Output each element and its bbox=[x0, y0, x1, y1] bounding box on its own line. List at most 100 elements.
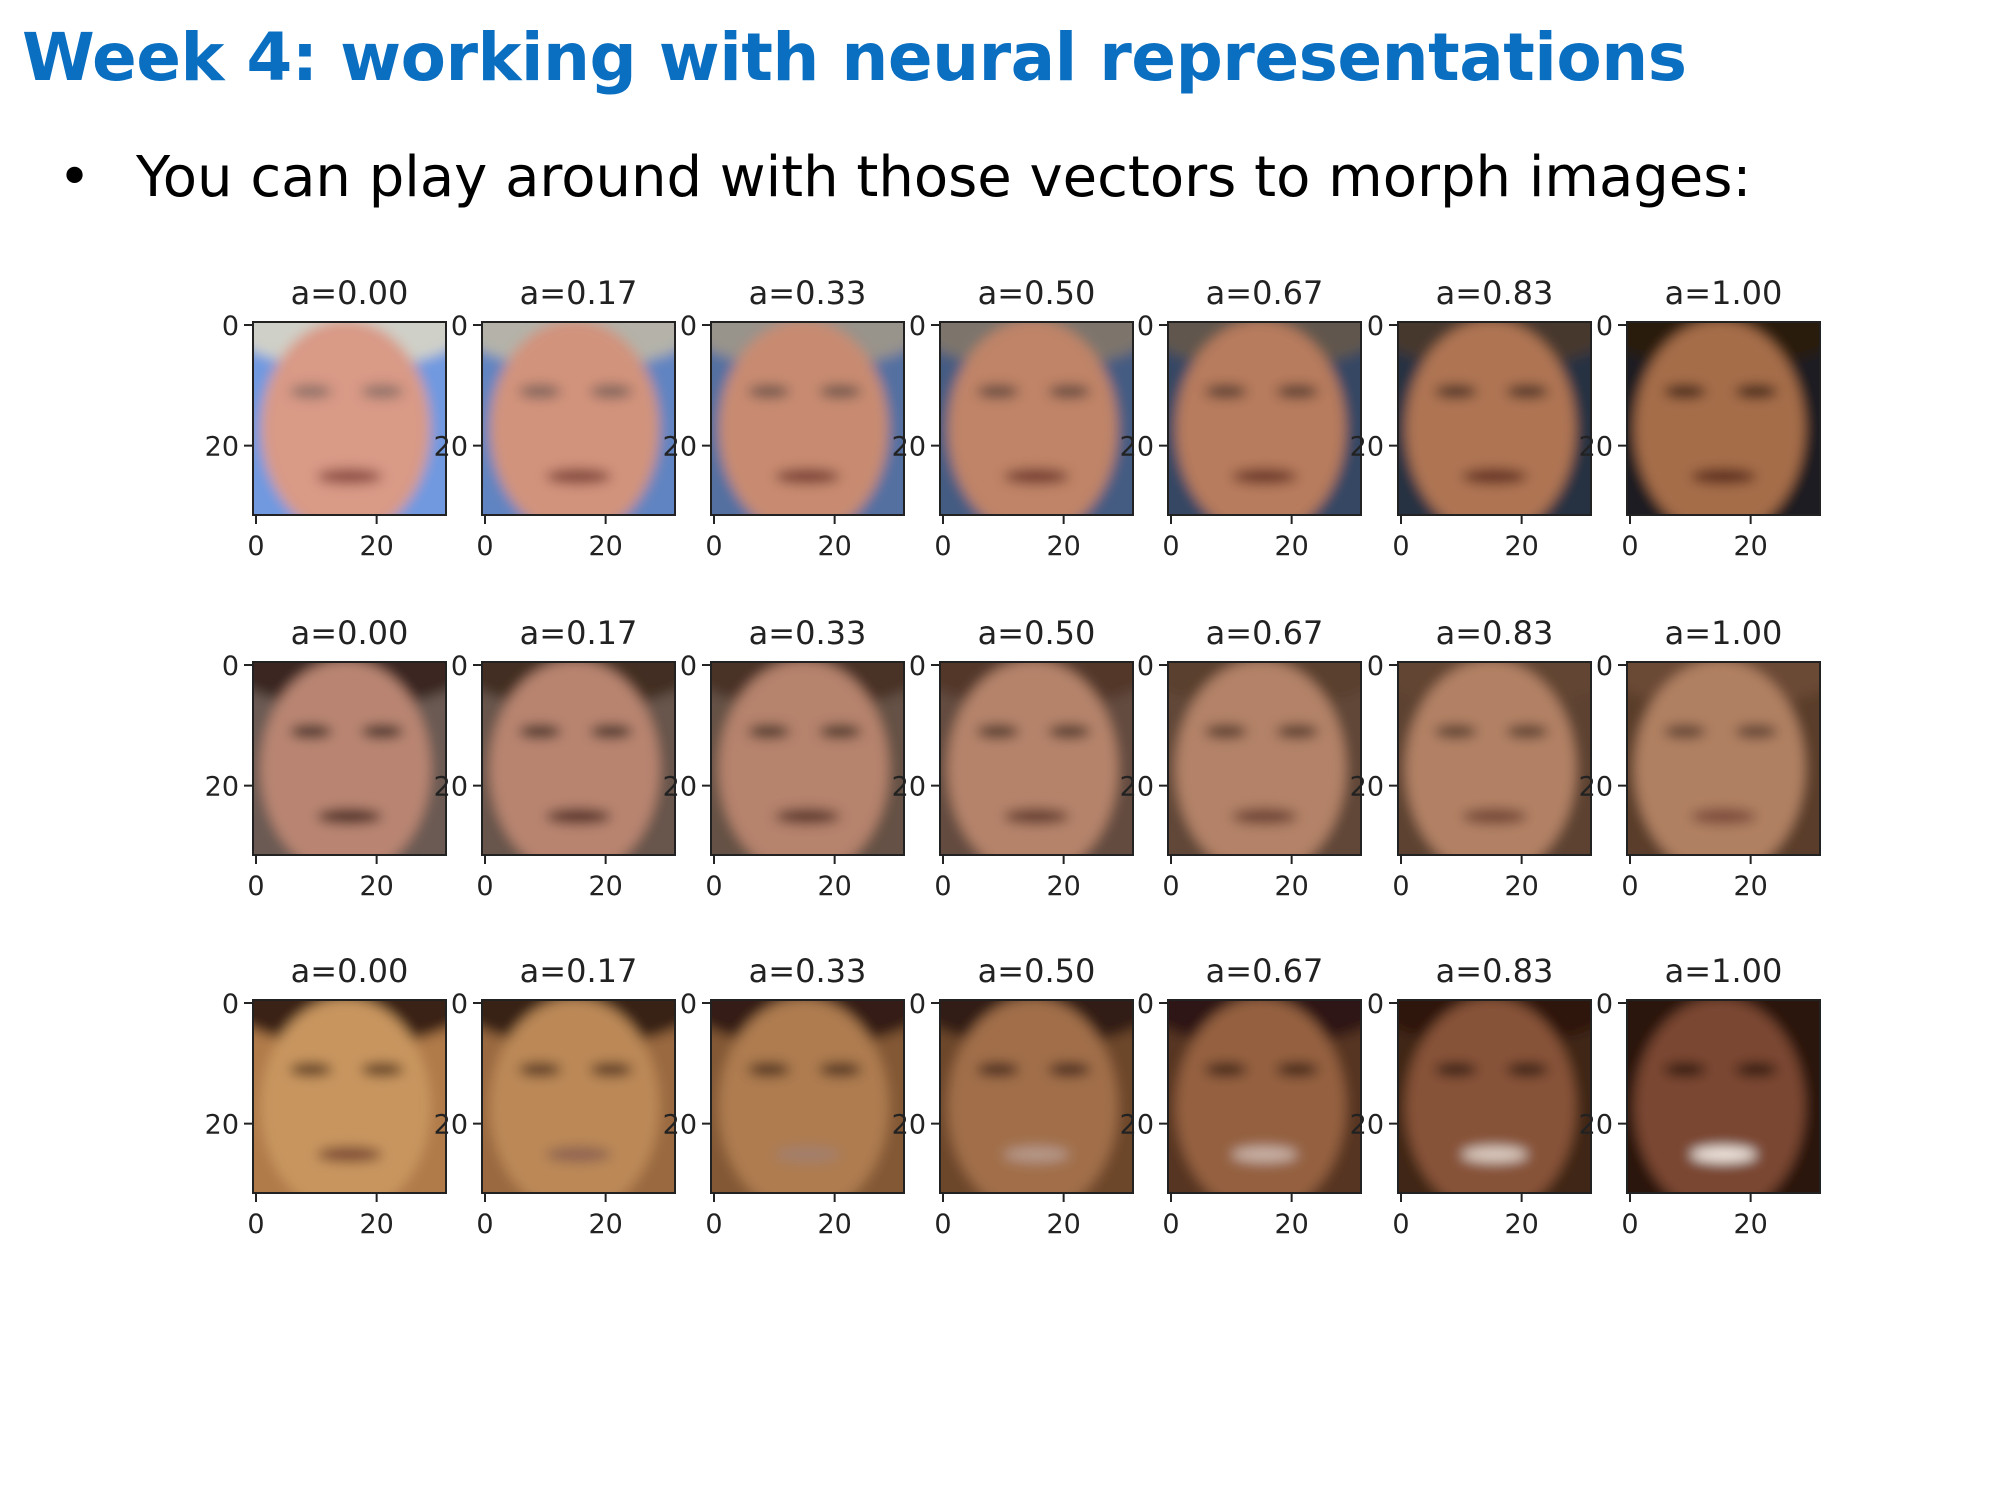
panel-title: a=0.50 bbox=[978, 952, 1096, 990]
bullet-marker: • bbox=[58, 145, 92, 210]
y-tick-label: 0 bbox=[222, 311, 239, 342]
morph-panel: a=0.83 0 20 0 20 bbox=[1350, 274, 1592, 562]
y-tick-label: 0 bbox=[1367, 311, 1384, 342]
axes-frame bbox=[252, 321, 447, 516]
y-tick-label: 20 bbox=[892, 1110, 926, 1141]
y-tick-label: 0 bbox=[680, 989, 697, 1020]
panel-title: a=0.17 bbox=[520, 274, 638, 312]
y-tick-label: 20 bbox=[434, 772, 468, 803]
axes-frame bbox=[1167, 321, 1362, 516]
axes-frame bbox=[1397, 999, 1592, 1194]
panel-title: a=0.00 bbox=[291, 274, 409, 312]
y-tick-label: 0 bbox=[1596, 989, 1613, 1020]
y-tick-label: 0 bbox=[1137, 651, 1154, 682]
axes-frame bbox=[710, 999, 905, 1194]
face-image bbox=[940, 1000, 1133, 1193]
x-tick-label: 0 bbox=[1162, 531, 1179, 562]
panel-title: a=0.00 bbox=[291, 614, 409, 652]
y-tick-label: 0 bbox=[680, 651, 697, 682]
y-tick-label: 20 bbox=[1579, 432, 1613, 463]
y-tick-label: 0 bbox=[1596, 311, 1613, 342]
face-image bbox=[711, 1000, 904, 1193]
morph-panel: a=0.33 0 20 0 20 bbox=[663, 614, 905, 902]
panel-title: a=0.33 bbox=[749, 274, 867, 312]
x-tick-label: 20 bbox=[1504, 871, 1538, 902]
x-tick-label: 20 bbox=[588, 871, 622, 902]
y-tick-label: 0 bbox=[909, 989, 926, 1020]
panel-title: a=0.83 bbox=[1436, 274, 1554, 312]
panel-title: a=1.00 bbox=[1665, 952, 1783, 990]
face-image bbox=[1398, 322, 1591, 515]
face-image bbox=[1168, 322, 1361, 515]
panel-title: a=0.83 bbox=[1436, 952, 1554, 990]
x-tick-label: 0 bbox=[1621, 1209, 1638, 1240]
face-image bbox=[1627, 662, 1820, 855]
y-tick-label: 20 bbox=[892, 772, 926, 803]
face-image bbox=[940, 662, 1133, 855]
panel-title: a=0.67 bbox=[1206, 952, 1324, 990]
axes-frame bbox=[1397, 321, 1592, 516]
panel-title: a=0.17 bbox=[520, 952, 638, 990]
axes-frame bbox=[939, 999, 1134, 1194]
x-tick-label: 0 bbox=[1162, 871, 1179, 902]
x-tick-label: 0 bbox=[476, 1209, 493, 1240]
morph-panel: a=0.00 0 20 0 20 bbox=[205, 952, 447, 1240]
morph-panel: a=0.50 0 20 0 20 bbox=[892, 274, 1134, 562]
x-tick-label: 20 bbox=[817, 531, 851, 562]
panel-title: a=0.00 bbox=[291, 952, 409, 990]
axes-frame bbox=[252, 999, 447, 1194]
y-tick-label: 20 bbox=[1120, 1110, 1154, 1141]
axes-frame bbox=[252, 661, 447, 856]
x-tick-label: 20 bbox=[1046, 871, 1080, 902]
y-tick-label: 0 bbox=[680, 311, 697, 342]
face-image bbox=[711, 662, 904, 855]
y-tick-label: 0 bbox=[1137, 311, 1154, 342]
panel-title: a=0.50 bbox=[978, 274, 1096, 312]
axes-frame bbox=[1626, 661, 1821, 856]
y-tick-label: 20 bbox=[1350, 432, 1384, 463]
x-tick-label: 0 bbox=[934, 871, 951, 902]
x-tick-label: 20 bbox=[817, 871, 851, 902]
face-image bbox=[253, 322, 446, 515]
morph-panel: a=0.67 0 20 0 20 bbox=[1120, 274, 1362, 562]
x-tick-label: 20 bbox=[1504, 531, 1538, 562]
morph-panel: a=1.00 0 20 0 20 bbox=[1579, 614, 1821, 902]
x-tick-label: 0 bbox=[1162, 1209, 1179, 1240]
face-image bbox=[1398, 662, 1591, 855]
y-tick-label: 0 bbox=[909, 311, 926, 342]
x-tick-label: 0 bbox=[1392, 871, 1409, 902]
x-tick-label: 0 bbox=[247, 531, 264, 562]
y-tick-label: 0 bbox=[1367, 989, 1384, 1020]
x-tick-label: 0 bbox=[934, 531, 951, 562]
y-tick-label: 20 bbox=[434, 432, 468, 463]
face-image bbox=[253, 662, 446, 855]
y-tick-label: 20 bbox=[1350, 1110, 1384, 1141]
face-image bbox=[482, 662, 675, 855]
panel-title: a=0.17 bbox=[520, 614, 638, 652]
morph-panel: a=0.00 0 20 0 20 bbox=[205, 614, 447, 902]
axes-frame bbox=[481, 661, 676, 856]
x-tick-label: 0 bbox=[705, 871, 722, 902]
y-tick-label: 0 bbox=[1367, 651, 1384, 682]
x-tick-label: 0 bbox=[476, 871, 493, 902]
panel-title: a=0.33 bbox=[749, 952, 867, 990]
y-tick-label: 20 bbox=[205, 1110, 239, 1141]
x-tick-label: 0 bbox=[1392, 1209, 1409, 1240]
bullet-point: • You can play around with those vectors … bbox=[58, 144, 1751, 211]
y-tick-label: 20 bbox=[663, 432, 697, 463]
face-image bbox=[1168, 662, 1361, 855]
morph-panel: a=0.67 0 20 0 20 bbox=[1120, 614, 1362, 902]
y-tick-label: 0 bbox=[1137, 989, 1154, 1020]
x-tick-label: 20 bbox=[588, 531, 622, 562]
x-tick-label: 0 bbox=[247, 871, 264, 902]
face-image bbox=[1168, 1000, 1361, 1193]
x-tick-label: 20 bbox=[359, 531, 393, 562]
y-tick-label: 0 bbox=[222, 651, 239, 682]
x-tick-label: 20 bbox=[1504, 1209, 1538, 1240]
y-tick-label: 20 bbox=[205, 432, 239, 463]
morph-panel: a=1.00 0 20 0 20 bbox=[1579, 952, 1821, 1240]
morph-panel: a=0.33 0 20 0 20 bbox=[663, 952, 905, 1240]
x-tick-label: 0 bbox=[1621, 531, 1638, 562]
axes-frame bbox=[1626, 999, 1821, 1194]
x-tick-label: 20 bbox=[1733, 1209, 1767, 1240]
